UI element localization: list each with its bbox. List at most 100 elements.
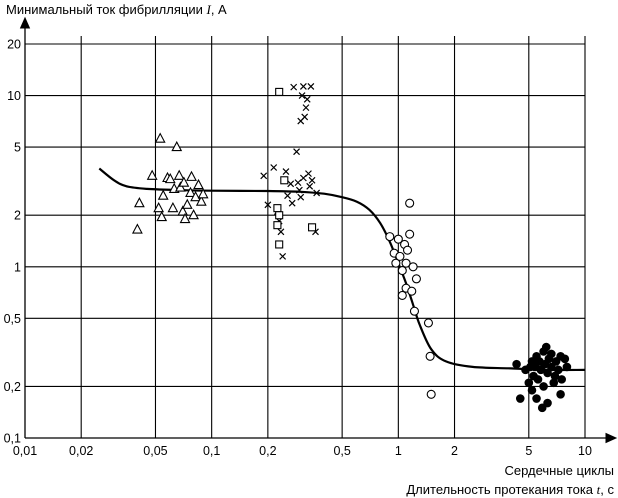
open-circle-point — [393, 234, 403, 244]
grid — [25, 36, 586, 438]
x-axis-label-variable: t — [597, 482, 601, 497]
x-tick-label: 1 — [395, 444, 402, 458]
x-axis-label: Длительность протекания тока t, с — [406, 482, 614, 497]
y-tick-label: 20 — [7, 38, 21, 52]
axes — [19, 16, 618, 444]
open-circle-point — [409, 306, 420, 316]
open-circle-point — [397, 266, 407, 276]
chart-title-unit: , А — [211, 2, 227, 17]
cross-point — [297, 117, 305, 125]
x-axis-label-cycles: Сердечные циклы — [504, 463, 614, 478]
cross-point — [295, 186, 303, 194]
triangle-point — [167, 201, 179, 213]
triangle-point — [173, 169, 185, 180]
cross-point — [284, 192, 291, 200]
triangle-point — [154, 132, 166, 143]
cross-point — [302, 104, 310, 112]
cross-point — [260, 172, 268, 180]
filled-circle-point — [560, 354, 570, 364]
open-circle-point — [391, 258, 401, 268]
triangle-point — [195, 195, 207, 206]
triangle-point — [146, 169, 158, 180]
open-circle-point — [402, 245, 413, 255]
y-tick-label: 10 — [7, 89, 21, 103]
x-tick-label: 5 — [525, 444, 532, 458]
filled-circle-point — [524, 378, 534, 388]
filled-circle-point — [562, 362, 572, 372]
triangle-point — [186, 170, 197, 181]
chart-title-variable: I — [205, 2, 211, 17]
filled-circle-point — [532, 394, 541, 403]
filled-circle-point — [557, 375, 566, 384]
filled-circle-point — [541, 342, 551, 352]
cross-point — [279, 252, 287, 260]
chart-title-text: Минимальный ток фибрилляции — [6, 2, 206, 17]
square-point — [273, 221, 282, 230]
cross-point — [313, 189, 321, 197]
triangle-point — [157, 189, 169, 200]
open-circle-point — [411, 274, 421, 284]
triangle-point — [185, 186, 196, 197]
filled-circle-point — [512, 359, 521, 369]
open-circle-point — [407, 286, 417, 296]
x-tick-label: 0,1 — [203, 444, 220, 458]
open-circle-point — [397, 290, 407, 301]
chart-title: Минимальный ток фибрилляции I, А — [6, 2, 227, 17]
y-tick-label: 1 — [14, 260, 21, 274]
triangle-point — [174, 181, 186, 192]
x-tick-label: 0,02 — [69, 444, 93, 458]
triangle-point — [178, 176, 190, 187]
cross-point — [288, 199, 296, 207]
triangle-point — [190, 190, 201, 202]
filled-circle-point — [539, 382, 548, 391]
x-tick-label: 0,2 — [259, 444, 276, 458]
square-point — [275, 211, 284, 220]
filled-circle-point — [527, 385, 537, 395]
x-tick-label: 0,5 — [333, 444, 350, 458]
triangle-point — [181, 198, 193, 209]
triangle-point — [153, 201, 165, 213]
triangle-point — [133, 197, 145, 208]
filled-circle-point — [533, 375, 543, 384]
filled-circle-point — [547, 362, 556, 372]
x-tick-label: 10 — [578, 444, 592, 458]
tick-labels: 0,01 0,02 0,05 0,1 0,2 0,5 1 2 5 10 0,1 0,2 0,5 1 2 5 10… — [4, 38, 592, 459]
cross-point — [282, 168, 290, 175]
square-point — [280, 176, 289, 185]
square-point — [275, 240, 284, 249]
triangle-point — [188, 209, 199, 220]
open-circle-point — [385, 232, 395, 242]
filled-circle-point — [547, 349, 556, 359]
filled-circle-point — [515, 394, 525, 403]
y-tick-label: 0,1 — [4, 432, 21, 446]
cross-point — [307, 83, 315, 90]
triangle-point — [197, 188, 209, 199]
cross-point — [298, 92, 306, 99]
cross-point — [294, 179, 302, 187]
y-tick-label: 0,2 — [4, 380, 21, 394]
cross-point — [308, 176, 316, 184]
cross-point — [297, 193, 305, 201]
filled-circle-point — [556, 389, 565, 399]
open-circle-point — [408, 262, 418, 272]
open-circle-point — [425, 351, 435, 361]
x-axis-label-text: Длительность протекания тока — [406, 482, 596, 497]
y-tick-label: 5 — [14, 141, 21, 155]
cross-point — [270, 164, 278, 171]
filled-circle-point — [543, 368, 552, 378]
triangle-point — [179, 212, 191, 224]
filled-circle-point — [550, 371, 560, 381]
open-circle-point — [423, 318, 434, 328]
y-tick-label: 0,5 — [4, 312, 21, 326]
square-point — [275, 87, 284, 96]
triangle-point — [131, 223, 143, 234]
y-tick-label: 2 — [14, 209, 21, 223]
filled-circle-point — [537, 403, 547, 413]
cross-point — [293, 148, 300, 156]
triangle-point — [193, 178, 204, 190]
triangle-point — [164, 172, 176, 184]
cross-point — [290, 83, 298, 91]
x-tick-label: 0,01 — [13, 444, 37, 458]
cross-point — [306, 182, 314, 190]
